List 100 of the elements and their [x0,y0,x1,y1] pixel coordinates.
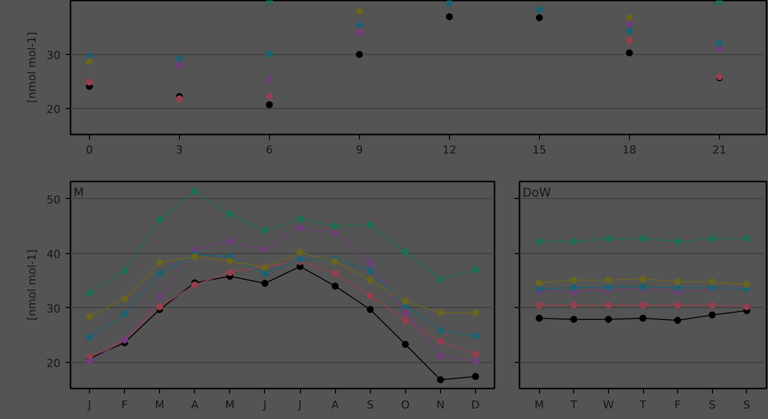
point [296,256,304,263]
point [356,8,363,15]
point [604,235,612,242]
chart-title: DoW [522,186,552,200]
point [708,302,716,309]
x-tick-label: S [366,398,374,412]
x-tick-label: F [121,398,128,412]
point [640,302,646,309]
point [743,303,750,310]
point [156,216,164,224]
point [604,316,612,323]
x-tick-label: J [297,398,302,412]
point [296,216,304,223]
point [176,62,183,69]
point [266,76,273,83]
point [366,222,374,229]
point [604,276,612,284]
point [570,276,578,284]
point [191,282,198,288]
x-tick-label: 18 [622,144,636,156]
x-tick-label: T [638,398,647,412]
x-tick-label: 6 [266,144,273,156]
point [640,314,646,322]
x-tick-label: 21 [712,144,726,156]
point [626,49,633,56]
point [226,210,234,218]
point [472,332,480,340]
point [296,224,304,232]
x-tick-label: T [569,398,578,412]
point [436,309,444,316]
point [570,302,578,309]
point [86,358,93,365]
x-tick-label: 3 [176,144,183,156]
point [332,222,339,230]
point [536,302,543,309]
point [226,238,234,245]
point [402,309,409,316]
point [626,14,633,22]
x-tick-label: O [401,398,410,412]
point [266,92,273,100]
x-tick-label: W [602,398,614,412]
x-tick-label: S [743,398,750,412]
y-tick-label: 20 [46,356,61,370]
point [716,0,723,6]
point [366,276,374,284]
point [472,373,480,380]
x-tick-label: A [190,398,199,412]
x-tick-label: D [471,398,480,412]
point [402,316,409,324]
x-tick-label: M [225,398,235,412]
y-tick-label: 50 [46,193,61,206]
point [626,27,633,34]
x-tick-label: A [331,398,340,412]
point [366,260,374,267]
point [536,314,543,322]
point [640,235,646,242]
point [570,316,578,323]
x-tick-label: J [86,398,92,412]
point [472,358,480,365]
point [446,13,453,20]
point [121,310,128,318]
point [743,280,750,288]
y-axis-title: [nmol mol-1] [26,249,39,321]
point [86,313,93,320]
point [626,36,633,44]
point [86,78,93,86]
point [446,0,453,7]
point [536,14,543,22]
x-tick-label: J [262,398,267,412]
point [402,298,409,305]
point [266,101,273,108]
point [716,46,723,54]
point [366,267,374,274]
point [332,282,339,290]
y-tick-label: 20 [46,103,61,116]
point [536,279,543,286]
y-tick-label: 40 [46,248,61,261]
point [674,316,682,324]
point [708,278,716,286]
point [86,58,93,66]
x-tick-label: 15 [532,144,546,156]
point [261,270,268,278]
point [708,235,716,242]
point [674,302,682,309]
point [472,309,480,316]
point [261,280,268,287]
point [536,238,543,245]
point [570,284,578,292]
point [436,276,444,284]
point [191,188,198,195]
point [570,238,578,245]
point [472,350,480,358]
point [226,268,234,276]
x-tick-label: M [154,398,164,412]
point [356,51,363,58]
point [156,270,164,278]
point [121,295,128,302]
point [366,292,374,300]
point [436,352,444,360]
point [436,326,444,334]
